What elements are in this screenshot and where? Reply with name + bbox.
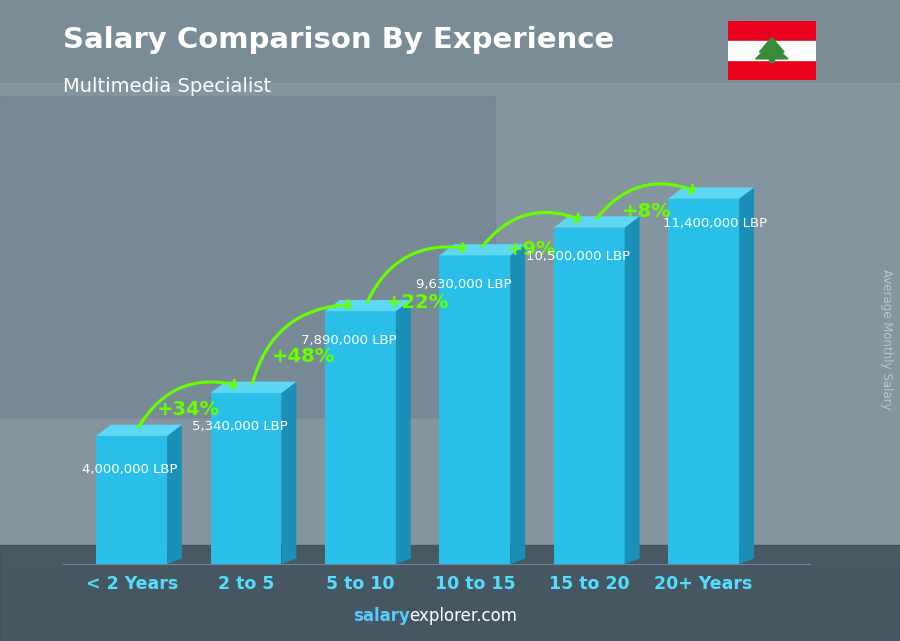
Bar: [0, 96, 495, 417]
Polygon shape: [439, 255, 510, 564]
Polygon shape: [211, 382, 296, 393]
Bar: [727, 60, 816, 80]
Text: 4,000,000 LBP: 4,000,000 LBP: [82, 463, 177, 476]
Text: +9%: +9%: [508, 240, 557, 259]
Polygon shape: [325, 311, 396, 564]
Polygon shape: [96, 436, 167, 564]
Text: +8%: +8%: [622, 202, 671, 221]
Text: +22%: +22%: [386, 294, 449, 312]
Text: Salary Comparison By Experience: Salary Comparison By Experience: [63, 26, 614, 54]
Polygon shape: [760, 37, 784, 52]
Polygon shape: [668, 199, 739, 564]
Polygon shape: [167, 425, 182, 564]
Text: +48%: +48%: [272, 347, 335, 366]
Polygon shape: [739, 187, 754, 564]
Text: explorer.com: explorer.com: [410, 607, 518, 625]
Polygon shape: [96, 425, 182, 436]
Text: 7,890,000 LBP: 7,890,000 LBP: [302, 333, 397, 347]
Text: salary: salary: [353, 607, 410, 625]
Text: 10,500,000 LBP: 10,500,000 LBP: [526, 250, 630, 263]
Polygon shape: [396, 300, 410, 564]
Polygon shape: [325, 300, 410, 311]
Polygon shape: [554, 216, 640, 228]
Polygon shape: [668, 187, 754, 199]
Polygon shape: [625, 216, 640, 564]
Text: 9,630,000 LBP: 9,630,000 LBP: [416, 278, 511, 291]
Polygon shape: [439, 244, 526, 255]
Polygon shape: [211, 393, 282, 564]
Polygon shape: [554, 228, 625, 564]
Text: 11,400,000 LBP: 11,400,000 LBP: [663, 217, 767, 229]
Text: 5,340,000 LBP: 5,340,000 LBP: [193, 420, 288, 433]
Text: Average Monthly Salary: Average Monthly Salary: [880, 269, 893, 410]
Polygon shape: [282, 382, 296, 564]
Bar: [727, 21, 816, 41]
Bar: [0, 545, 900, 641]
Polygon shape: [510, 244, 526, 564]
Text: Multimedia Specialist: Multimedia Specialist: [63, 77, 271, 96]
Polygon shape: [770, 59, 774, 62]
Text: +34%: +34%: [158, 400, 220, 419]
Polygon shape: [755, 44, 788, 59]
Bar: [727, 41, 816, 60]
Bar: [0, 83, 900, 564]
